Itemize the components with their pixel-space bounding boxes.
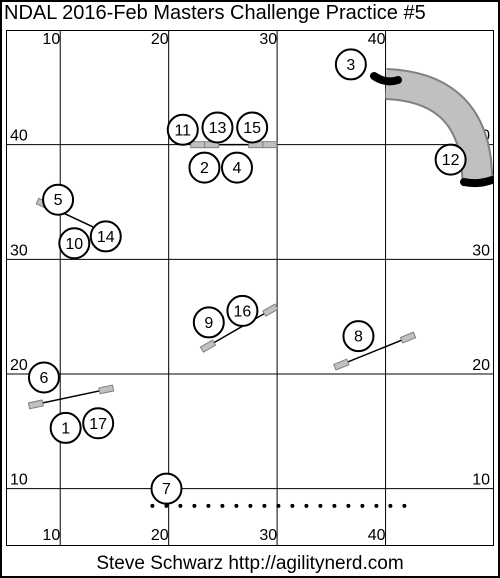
course-node-label: 4: [233, 160, 242, 177]
axis-left-label: 40: [10, 128, 28, 145]
course-node-label: 12: [442, 152, 460, 169]
axis-left-label: 30: [10, 242, 28, 259]
course-node: 14: [91, 221, 121, 251]
course-node-label: 16: [234, 303, 252, 320]
axis-left-label: 20: [10, 357, 28, 374]
course-node: 13: [202, 112, 232, 142]
axis-right-label: 20: [472, 357, 490, 374]
course-diagram: 1020304010203040101020203030404012345678…: [6, 30, 494, 546]
page: NDAL 2016-Feb Masters Challenge Practice…: [0, 0, 500, 578]
course-node: 1: [51, 413, 81, 443]
axis-bottom-label: 10: [42, 527, 60, 544]
course-svg: 1020304010203040101020203030404012345678…: [6, 30, 494, 546]
axis-bottom-label: 20: [151, 527, 169, 544]
course-node-label: 8: [354, 329, 363, 346]
course-node: 11: [168, 115, 198, 145]
tunnel: [464, 180, 492, 183]
course-node: 16: [227, 296, 257, 326]
axis-left-label: 10: [10, 472, 28, 489]
course-node: 17: [83, 408, 113, 438]
course-node-label: 2: [200, 160, 209, 177]
axis-bottom-label: 40: [368, 527, 386, 544]
axis-top-label: 40: [368, 31, 386, 48]
axis-top-label: 10: [42, 31, 60, 48]
course-node-label: 17: [89, 416, 107, 433]
course-node: 15: [237, 112, 267, 142]
course-node: 12: [436, 145, 466, 175]
course-node: 9: [194, 307, 224, 337]
course-node: 6: [29, 362, 59, 392]
course-node: 8: [343, 321, 373, 351]
axis-top-label: 20: [151, 31, 169, 48]
axis-top-label: 30: [259, 31, 277, 48]
course-node-label: 5: [54, 192, 63, 209]
course-node-label: 13: [209, 120, 227, 137]
course-node-label: 6: [40, 370, 49, 387]
course-node: 2: [189, 153, 219, 183]
axis-right-label: 30: [472, 242, 490, 259]
course-node: 7: [151, 474, 181, 504]
course-node-label: 14: [97, 229, 115, 246]
course-node: 10: [59, 228, 89, 258]
axis-bottom-label: 30: [259, 527, 277, 544]
course-node: 5: [43, 185, 73, 215]
course-node-label: 9: [204, 315, 213, 332]
jump: [191, 142, 277, 148]
page-title: NDAL 2016-Feb Masters Challenge Practice…: [0, 0, 500, 26]
course-node-label: 7: [162, 481, 171, 498]
course-node-label: 3: [346, 57, 355, 74]
course-node-label: 10: [65, 236, 83, 253]
course-node-label: 15: [243, 120, 261, 137]
axis-right-label: 10: [472, 472, 490, 489]
footer-credit: Steve Schwarz http://agilitynerd.com: [0, 550, 500, 578]
course-node: 4: [222, 153, 252, 183]
course-node: 3: [336, 49, 366, 79]
course-node-label: 11: [174, 122, 191, 139]
course-node-label: 1: [61, 420, 70, 437]
